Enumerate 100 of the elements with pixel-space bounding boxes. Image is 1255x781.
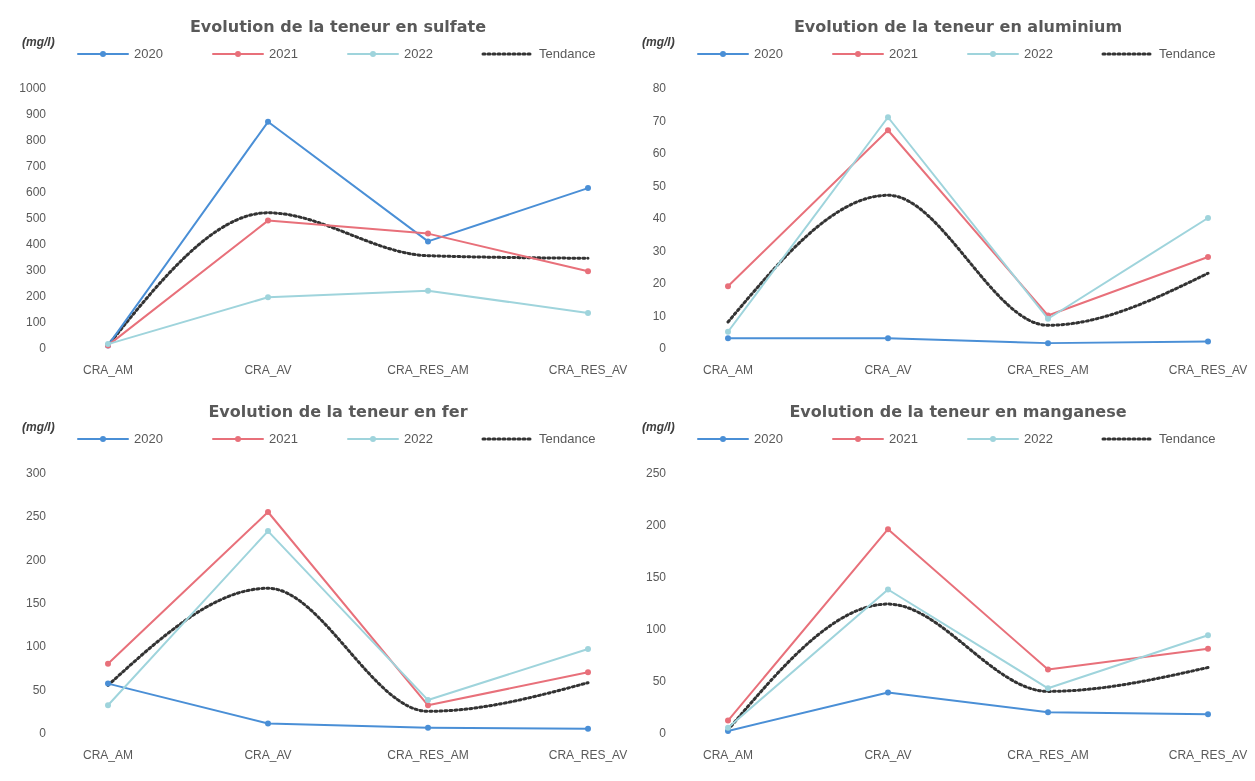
y-tick-label: 600 [25, 185, 47, 199]
point [885, 526, 891, 533]
x-tick-label: CRA_RES_AV [1168, 363, 1248, 377]
point [265, 217, 271, 224]
x-tick-label: CRA_AM [702, 748, 754, 762]
y-tick-label: 0 [659, 341, 667, 355]
y-tick-label: 100 [25, 315, 47, 329]
y-tick-label: 1000 [19, 81, 47, 95]
point [725, 717, 731, 724]
y-tick-label: 200 [645, 518, 667, 532]
point [105, 660, 111, 667]
point [1045, 666, 1051, 673]
x-tick-label: CRA_AM [702, 363, 754, 377]
point [585, 725, 591, 732]
y-tick-label: 300 [25, 466, 47, 480]
y-tick-label: 900 [25, 107, 47, 121]
y-tick-label: 80 [652, 81, 667, 95]
y-tick-label: 200 [25, 552, 47, 567]
y-axis-title: (mg/l) [22, 420, 55, 434]
point [725, 335, 731, 342]
point [885, 335, 891, 342]
point [265, 528, 271, 535]
point [425, 238, 431, 245]
legend-label: 2021 [889, 46, 918, 61]
y-tick-label: 50 [652, 178, 667, 193]
legend-label: Tendance [539, 431, 596, 446]
point [725, 328, 731, 335]
line-series [726, 193, 1210, 327]
chart-title: Evolution de la teneur en manganese [789, 402, 1127, 421]
y-tick-label: 300 [25, 263, 47, 277]
point [425, 702, 431, 709]
legend-label: Tendance [539, 46, 596, 61]
x-tick-label: CRA_AV [244, 363, 292, 377]
chart-title: Evolution de la teneur en sulfate [189, 17, 487, 36]
y-tick-label: 0 [39, 341, 47, 355]
legend-label: 2022 [1024, 46, 1053, 61]
legend-label: 2022 [1024, 431, 1053, 446]
y-tick-label: 40 [652, 211, 667, 225]
point [265, 720, 271, 727]
y-tick-label: 30 [652, 243, 667, 258]
x-tick-label: CRA_RES_AM [1007, 363, 1089, 377]
x-tick-label: CRA_RES_AM [387, 363, 469, 377]
point [585, 669, 591, 676]
legend-label: 2021 [269, 46, 298, 61]
x-tick-label: CRA_RES_AV [548, 748, 628, 762]
legend-label: 2020 [134, 46, 163, 61]
point [725, 283, 731, 290]
chart-title: Evolution de la teneur en fer [208, 402, 468, 421]
point [885, 689, 891, 696]
legend-label: 2021 [269, 431, 298, 446]
y-tick-label: 250 [25, 509, 47, 524]
x-tick-label: CRA_RES_AV [1168, 748, 1248, 762]
point [105, 702, 111, 709]
x-tick-label: CRA_AM [82, 748, 134, 762]
y-tick-label: 70 [652, 113, 667, 128]
point [1205, 645, 1211, 652]
point [885, 114, 891, 121]
x-tick-label: CRA_AV [244, 748, 292, 762]
y-tick-label: 400 [25, 237, 47, 251]
y-tick-label: 50 [32, 682, 47, 697]
point [1205, 338, 1211, 345]
point [885, 586, 891, 593]
point [265, 118, 271, 125]
point [585, 268, 591, 275]
y-tick-label: 60 [652, 146, 667, 160]
legend-label: 2021 [889, 431, 918, 446]
point [265, 509, 271, 515]
point [1205, 632, 1211, 639]
legend-label: Tendance [1159, 46, 1216, 61]
point [265, 294, 271, 301]
point [425, 287, 431, 294]
point [585, 185, 591, 192]
y-tick-label: 150 [25, 596, 47, 610]
x-tick-label: CRA_AM [82, 363, 134, 377]
y-tick-label: 0 [659, 726, 667, 740]
point [105, 680, 111, 687]
y-tick-label: 100 [645, 622, 667, 636]
y-tick-label: 800 [25, 133, 47, 147]
y-tick-label: 0 [39, 726, 47, 740]
x-tick-label: CRA_RES_AM [1007, 748, 1089, 762]
point [1205, 711, 1211, 718]
y-tick-label: 150 [645, 570, 667, 584]
point [585, 309, 591, 316]
point [1205, 215, 1211, 221]
y-tick-label: 250 [645, 466, 667, 480]
point [425, 724, 431, 731]
point [885, 127, 891, 134]
y-axis-title: (mg/l) [642, 420, 675, 434]
point [1045, 685, 1051, 692]
chart-title: Evolution de la teneur en aluminium [793, 17, 1123, 36]
y-tick-label: 500 [25, 211, 47, 225]
y-tick-label: 200 [25, 289, 47, 303]
point [425, 697, 431, 704]
x-tick-label: CRA_AV [864, 748, 912, 762]
y-axis-title: (mg/l) [642, 35, 675, 49]
legend-label: 2020 [754, 431, 783, 446]
y-tick-label: 100 [25, 639, 47, 654]
legend-label: 2020 [754, 46, 783, 61]
legend-label: Tendance [1159, 431, 1216, 446]
legend-label: 2020 [134, 431, 163, 446]
